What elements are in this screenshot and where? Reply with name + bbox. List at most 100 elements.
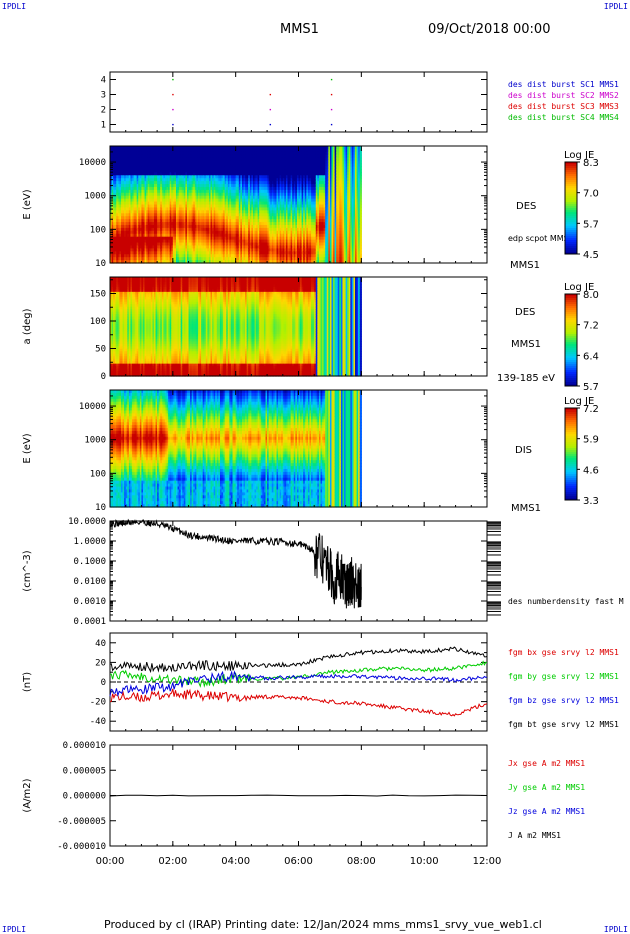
colorbar-segment [565, 346, 577, 349]
y-tick-label: 10000 [79, 158, 106, 168]
colorbar-segment [565, 382, 577, 385]
colorbar-title: Log JE [564, 150, 594, 161]
burst-marker [172, 93, 174, 96]
colorbar-segment [565, 220, 577, 223]
colorbar-segment [565, 238, 577, 241]
colorbar-segment [565, 304, 577, 307]
y-tick-label: 1 [101, 121, 106, 131]
colorbar-segment [565, 190, 577, 193]
y-tick-label: 10 [95, 259, 106, 269]
legend-entry: des dist burst SC2 MMS2 [508, 91, 619, 100]
y-axis-label: a (deg) [22, 308, 33, 344]
colorbar-tick-label: 6.4 [583, 351, 599, 362]
colorbar-segment [565, 242, 577, 245]
colorbar-segment [565, 364, 577, 367]
y-tick-label: 40 [95, 639, 106, 649]
colorbar-segment [565, 380, 577, 383]
colorbar-segment [565, 334, 577, 337]
panel-side-label: MMS1 [511, 503, 541, 514]
colorbar-segment [565, 248, 577, 251]
colorbar-segment [565, 486, 577, 489]
colorbar-segment [565, 424, 577, 427]
y-tick-label: 1.0000 [73, 537, 106, 547]
colorbar-segment [565, 230, 577, 233]
x-tick-label: 10:00 [410, 856, 439, 867]
field-series-line [109, 646, 488, 674]
colorbar-segment [565, 354, 577, 357]
colorbar-segment [565, 460, 577, 463]
colorbar-segment [565, 462, 577, 465]
colorbar-segment [565, 210, 577, 213]
colorbar-segment [565, 482, 577, 485]
burst-marker [330, 78, 333, 81]
y-tick-label: 0.000010 [63, 741, 106, 751]
colorbar-segment [565, 318, 577, 321]
footer-text: Produced by cl (IRAP) Printing date: 12/… [104, 918, 542, 931]
colorbar-segment [565, 168, 577, 171]
legend-entry: des dist burst SC4 MMS4 [508, 113, 619, 122]
colorbar-segment [565, 240, 577, 243]
legend-entry: fgm bt gse srvy l2 MMS1 [508, 720, 619, 729]
colorbar-tick-label: 8.3 [583, 158, 599, 169]
colorbar-segment [565, 492, 577, 495]
heatmap-cells [110, 390, 362, 508]
colorbar-segment [565, 170, 577, 173]
colorbar-segment [565, 448, 577, 451]
colorbar-segment [565, 226, 577, 229]
colorbar-segment [565, 494, 577, 497]
colorbar-tick-label: 3.3 [583, 496, 599, 507]
colorbar-segment [565, 216, 577, 219]
colorbar-segment [565, 246, 577, 249]
colorbar-segment [565, 214, 577, 217]
y-tick-label: 0.0001 [73, 617, 106, 627]
colorbar-segment [565, 426, 577, 429]
colorbar-segment [565, 198, 577, 201]
colorbar-segment [565, 296, 577, 299]
y-tick-label: 0.0100 [73, 577, 106, 587]
colorbar-segment [565, 450, 577, 453]
y-tick-label: 0 [101, 678, 106, 688]
y-axis-label: E (eV) [22, 189, 33, 219]
y-tick-label: 150 [90, 290, 106, 300]
colorbar-segment [565, 374, 577, 377]
panel-side-label: MMS1 [510, 260, 540, 271]
y-tick-label: 0.0010 [73, 597, 106, 607]
colorbar-tick-label: 7.2 [583, 404, 599, 415]
current-series-line [109, 794, 488, 797]
legend-entry: Jy gse A m2 MMS1 [508, 783, 585, 792]
colorbar-segment [565, 192, 577, 195]
y-axis-label: (cm^-3) [22, 550, 33, 591]
colorbar-segment [565, 308, 577, 311]
colorbar-segment [565, 212, 577, 215]
colorbar-segment [565, 222, 577, 225]
colorbar-segment [565, 326, 577, 329]
colorbar-segment [565, 368, 577, 371]
colorbar-segment [565, 310, 577, 313]
colorbar-segment [565, 204, 577, 207]
panel-frame [109, 71, 488, 133]
colorbar-segment [565, 182, 577, 185]
colorbar-segment [565, 352, 577, 355]
x-tick-label: 02:00 [158, 856, 187, 867]
colorbar-segment [565, 208, 577, 211]
colorbar-segment [565, 436, 577, 439]
colorbar-segment [565, 362, 577, 365]
y-tick-label: 100 [90, 317, 106, 327]
y-axis-label: E (eV) [22, 433, 33, 463]
colorbar-segment [565, 464, 577, 467]
field-series-line [109, 688, 488, 717]
colorbar-segment [565, 164, 577, 167]
corner-label-bottom-left: IPDLI [2, 925, 26, 934]
colorbar-segment [565, 298, 577, 301]
colorbar-segment [565, 244, 577, 247]
panel-side-label: edp scpot MMS1 [508, 234, 574, 243]
burst-marker [269, 123, 272, 126]
y-tick-label: 0.000005 [63, 766, 106, 776]
x-tick-label: 04:00 [221, 856, 250, 867]
burst-marker [172, 108, 174, 111]
colorbar-frame [564, 407, 578, 501]
colorbar-title: Log JE [564, 282, 594, 293]
field-series-line [109, 670, 488, 698]
